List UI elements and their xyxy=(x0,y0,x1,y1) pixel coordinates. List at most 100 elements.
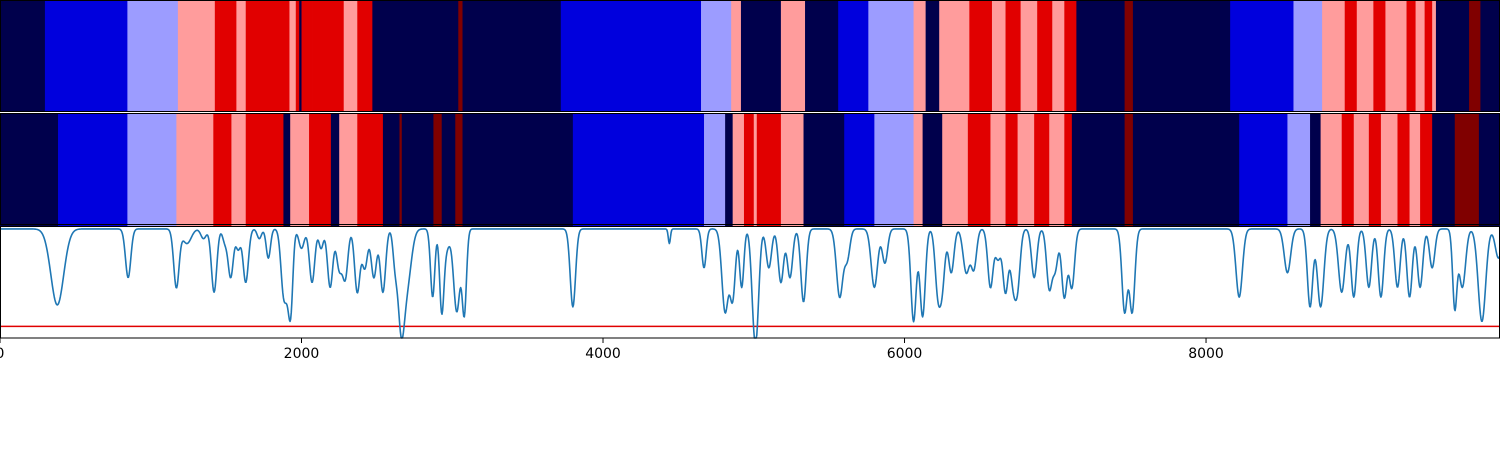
heatmap-segment xyxy=(301,0,313,112)
heatmap-layer xyxy=(0,0,1500,226)
heatmap-segment xyxy=(357,0,373,112)
heatmap-segment xyxy=(1005,0,1022,112)
heatmap-segment xyxy=(357,113,384,226)
heatmap-row-1 xyxy=(0,0,1500,112)
heatmap-row-2 xyxy=(0,113,1500,226)
heatmap-segment xyxy=(560,0,702,112)
heatmap-segment xyxy=(127,0,179,112)
heatmap-segment xyxy=(1064,0,1077,112)
heatmap-segment xyxy=(1310,113,1321,226)
heatmap-segment xyxy=(372,0,459,112)
heatmap-segment xyxy=(289,0,297,112)
heatmap-segment xyxy=(1397,113,1410,226)
x-tick-label: 0 xyxy=(0,346,4,362)
heatmap-segment xyxy=(0,113,59,226)
heatmap-segment xyxy=(990,113,1006,226)
heatmap-segment xyxy=(913,0,927,112)
heatmap-segment xyxy=(803,113,845,226)
heatmap-segment xyxy=(176,113,214,226)
heatmap-segment xyxy=(290,113,310,226)
heatmap-segment xyxy=(725,113,734,226)
heatmap-segment xyxy=(740,0,782,112)
heatmap-segment xyxy=(295,0,300,112)
heatmap-segment xyxy=(1406,0,1416,112)
heatmap-segment xyxy=(1480,0,1500,112)
heatmap-segment xyxy=(1239,113,1288,226)
heatmap-segment xyxy=(330,113,340,226)
heatmap-segment xyxy=(967,113,991,226)
heatmap-segment xyxy=(1478,113,1500,226)
heatmap-segment xyxy=(231,113,247,226)
heatmap-segment xyxy=(1293,0,1323,112)
heatmap-segment xyxy=(458,0,463,112)
heatmap-segment xyxy=(844,113,875,226)
heatmap-segment xyxy=(1341,113,1355,226)
heatmap-segment xyxy=(969,0,993,112)
heatmap-segment xyxy=(780,0,806,112)
heatmap-segment xyxy=(1049,113,1065,226)
heatmap-segment xyxy=(1380,113,1398,226)
heatmap-segment xyxy=(1469,0,1481,112)
heatmap-segment xyxy=(874,113,914,226)
heatmap-segment xyxy=(1037,0,1053,112)
heatmap-segment xyxy=(44,0,128,112)
heatmap-segment xyxy=(1454,113,1480,226)
heatmap-segment xyxy=(1424,0,1433,112)
heatmap-segment xyxy=(236,0,247,112)
heatmap-segment xyxy=(177,0,216,112)
heatmap-segment xyxy=(441,113,456,226)
heatmap-segment xyxy=(1034,113,1050,226)
x-tick-label: 2000 xyxy=(284,346,320,362)
heatmap-segment xyxy=(245,113,284,226)
heatmap-segment xyxy=(704,113,726,226)
heatmap-segment xyxy=(1230,0,1294,112)
heatmap-segment xyxy=(1124,0,1134,112)
heatmap-segment xyxy=(1322,0,1346,112)
x-tick-label: 4000 xyxy=(585,346,621,362)
heatmap-segment xyxy=(1415,0,1426,112)
heatmap-segment xyxy=(1020,0,1038,112)
heatmap-segment xyxy=(1320,113,1343,226)
heatmap-segment xyxy=(1356,0,1374,112)
heatmap-segment xyxy=(213,113,232,226)
panel-frame xyxy=(0,226,1500,339)
heatmap-segment xyxy=(1064,113,1073,226)
heatmap-segment xyxy=(401,113,434,226)
heatmap-segment xyxy=(245,0,290,112)
heatmap-segment xyxy=(572,113,705,226)
heatmap-segment xyxy=(1409,113,1421,226)
heatmap-segment xyxy=(731,0,742,112)
heatmap-segment xyxy=(1124,113,1134,226)
heatmap-segment xyxy=(942,113,969,226)
heatmap-segment xyxy=(339,113,358,226)
heatmap-segment xyxy=(805,0,839,112)
heatmap-segment xyxy=(127,113,177,226)
heatmap-segment xyxy=(433,113,443,226)
heatmap-segment xyxy=(462,113,574,226)
heatmap-segment xyxy=(1353,113,1370,226)
heatmap-segment xyxy=(1132,113,1240,226)
heatmap-segment xyxy=(868,0,914,112)
heatmap-segment xyxy=(0,0,46,112)
heatmap-segment xyxy=(399,113,403,226)
heatmap-segment xyxy=(1017,113,1035,226)
line-panel xyxy=(0,228,1500,339)
heatmap-segment xyxy=(1435,0,1470,112)
heatmap-segment xyxy=(382,113,400,226)
heatmap-segment xyxy=(743,113,755,226)
heatmap-segment xyxy=(283,113,291,226)
heatmap-segment xyxy=(1368,113,1382,226)
heatmap-segment xyxy=(991,0,1006,112)
heatmap-segment xyxy=(1344,0,1358,112)
series-line xyxy=(0,228,1500,339)
heatmap-segment xyxy=(780,113,804,226)
heatmap-segment xyxy=(214,0,237,112)
heatmap-segment xyxy=(756,113,782,226)
heatmap-segment xyxy=(312,0,345,112)
x-axis: 0 2000 4000 6000 8000 xyxy=(0,338,1224,362)
heatmap-segment xyxy=(462,0,562,112)
heatmap-segment xyxy=(1287,113,1311,226)
x-tick-label: 6000 xyxy=(887,346,923,362)
heatmap-segment xyxy=(1373,0,1386,112)
